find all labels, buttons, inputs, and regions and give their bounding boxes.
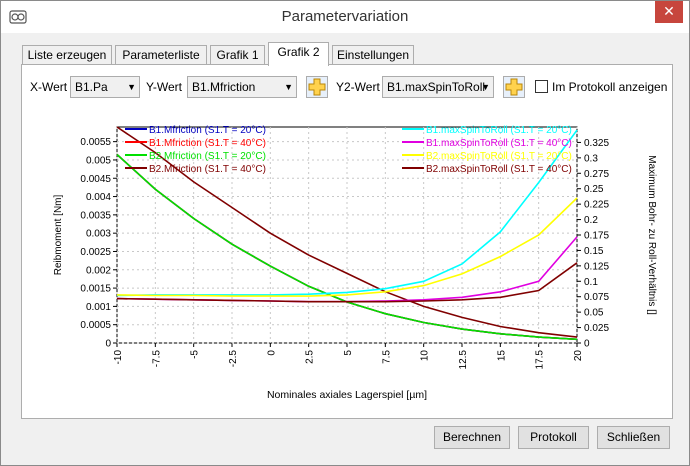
- chevron-down-icon: ▼: [481, 82, 490, 92]
- y-tick-label: 0.0025: [80, 247, 111, 258]
- grafik-2-panel: X-Wert B1.Pa ▼ Y-Wert B1.Mfriction ▼ Y2-…: [21, 64, 673, 419]
- x-tick-label: -5: [190, 350, 201, 359]
- y-tick-label: 0.005: [86, 155, 111, 166]
- plus-icon: [505, 78, 523, 96]
- y-tick-label: 0: [105, 339, 111, 350]
- y-tick-label: 0.002: [86, 265, 111, 276]
- y-tick-label: 0.001: [86, 302, 111, 313]
- y2-tick-label: 0.2: [584, 215, 598, 226]
- y-tick-label: 0.0005: [80, 320, 111, 331]
- y2-axis-label: Maximum Bohr- zu Roll-Verhältnis []: [646, 155, 657, 315]
- x-tick-label: 17.5: [535, 350, 546, 370]
- tab-einstellungen[interactable]: Einstellungen: [332, 45, 414, 65]
- app-logo-icon: [9, 10, 27, 24]
- x-value-select[interactable]: B1.Pa ▼: [70, 76, 140, 98]
- x-tick-label: 5: [343, 350, 354, 356]
- tab-parameterliste[interactable]: Parameterliste: [115, 45, 207, 65]
- series-line-7: [116, 262, 578, 303]
- protocol-checkbox[interactable]: [535, 80, 548, 93]
- y-tick-label: 0.0055: [80, 137, 111, 148]
- berechnen-button[interactable]: Berechnen: [434, 426, 510, 449]
- y-tick-label: 0.0015: [80, 284, 111, 295]
- x-tick-label: 20: [573, 350, 584, 362]
- series-line-6: [116, 197, 578, 297]
- y2-tick-label: 0.1: [584, 277, 598, 288]
- protocol-checkbox-label: Im Protokoll anzeigen: [552, 80, 668, 94]
- y2-tick-label: 0.275: [584, 169, 609, 180]
- y2-tick-label: 0.15: [584, 246, 604, 257]
- y2-tick-label: 0.025: [584, 323, 609, 334]
- y-tick-label: 0.0045: [80, 174, 111, 185]
- x-tick-label: -2.5: [228, 350, 239, 368]
- x-tick-label: -7.5: [151, 350, 162, 368]
- y2-value-selected: B1.maxSpinToRoll: [387, 80, 486, 94]
- tab-grafik-2[interactable]: Grafik 2: [268, 42, 329, 66]
- plus-icon: [308, 78, 326, 96]
- y2-tick-label: 0.175: [584, 231, 609, 242]
- y2-tick-label: 0.25: [584, 184, 604, 195]
- legend-label-6: B2.maxSpinToRoll (S1.T = 20°C): [426, 151, 572, 162]
- x-tick-label: 10: [420, 350, 431, 362]
- legend-label-3: B2.Mfriction (S1.T = 40°C): [149, 164, 266, 175]
- y-axis-label: Reibmoment [Nm]: [53, 194, 64, 275]
- legend-label-2: B2.Mfriction (S1.T = 20°C): [149, 151, 266, 162]
- y-tick-label: 0.0035: [80, 210, 111, 221]
- series-line-3: [116, 126, 578, 338]
- legend-label-5: B1.maxSpinToRoll (S1.T = 40°C): [426, 138, 572, 149]
- y2-tick-label: 0.325: [584, 138, 609, 149]
- chevron-down-icon: ▼: [284, 82, 293, 92]
- schliessen-button[interactable]: Schließen: [597, 426, 670, 449]
- y2-tick-label: 0.05: [584, 308, 604, 319]
- x-value-label: X-Wert: [30, 80, 68, 94]
- x-tick-label: 15: [496, 350, 507, 362]
- x-tick-label: 7.5: [381, 350, 392, 364]
- y2-tick-label: 0.125: [584, 261, 609, 272]
- title-bar[interactable]: Parametervariation ✕: [1, 1, 689, 33]
- y2-tick-label: 0.3: [584, 153, 598, 164]
- chevron-down-icon: ▼: [127, 82, 136, 92]
- chart: -10 -7.5 -5 -2.5 0 2.5 5 7.5 10 12.5 15 17.5 2000.00…: [53, 125, 657, 401]
- window-title: Parametervariation: [281, 8, 409, 25]
- legend-label-7: B2.maxSpinToRoll (S1.T = 40°C): [426, 164, 572, 175]
- add-y-button[interactable]: [306, 76, 328, 98]
- x-axis-label: Nominales axiales Lagerspiel [µm]: [267, 389, 427, 401]
- y-tick-label: 0.003: [86, 229, 111, 240]
- y-value-label: Y-Wert: [146, 80, 183, 94]
- x-value-selected: B1.Pa: [75, 80, 108, 94]
- y2-tick-label: 0.225: [584, 200, 609, 211]
- x-tick-label: 0: [266, 350, 277, 356]
- tab-grafik-1[interactable]: Grafik 1: [210, 45, 265, 65]
- y2-value-label: Y2-Wert: [336, 80, 380, 94]
- y2-value-select[interactable]: B1.maxSpinToRoll ▼: [382, 76, 494, 98]
- y-value-select[interactable]: B1.Mfriction ▼: [187, 76, 297, 98]
- x-tick-label: 12.5: [458, 350, 469, 370]
- y2-tick-label: 0: [584, 339, 590, 350]
- y-tick-label: 0.004: [86, 192, 111, 203]
- legend-label-0: B1.Mfriction (S1.T = 20°C): [149, 125, 266, 136]
- x-tick-label: 2.5: [305, 350, 316, 364]
- x-tick-label: -10: [113, 350, 124, 365]
- legend-label-4: B1.maxSpinToRoll (S1.T = 20°C): [426, 125, 572, 136]
- y-value-selected: B1.Mfriction: [192, 80, 256, 94]
- y2-tick-label: 0.075: [584, 292, 609, 303]
- protokoll-button[interactable]: Protokoll: [518, 426, 589, 449]
- close-window-button[interactable]: ✕: [655, 1, 683, 23]
- legend-label-1: B1.Mfriction (S1.T = 40°C): [149, 138, 266, 149]
- tab-liste-erzeugen[interactable]: Liste erzeugen: [22, 45, 112, 65]
- add-y2-button[interactable]: [503, 76, 525, 98]
